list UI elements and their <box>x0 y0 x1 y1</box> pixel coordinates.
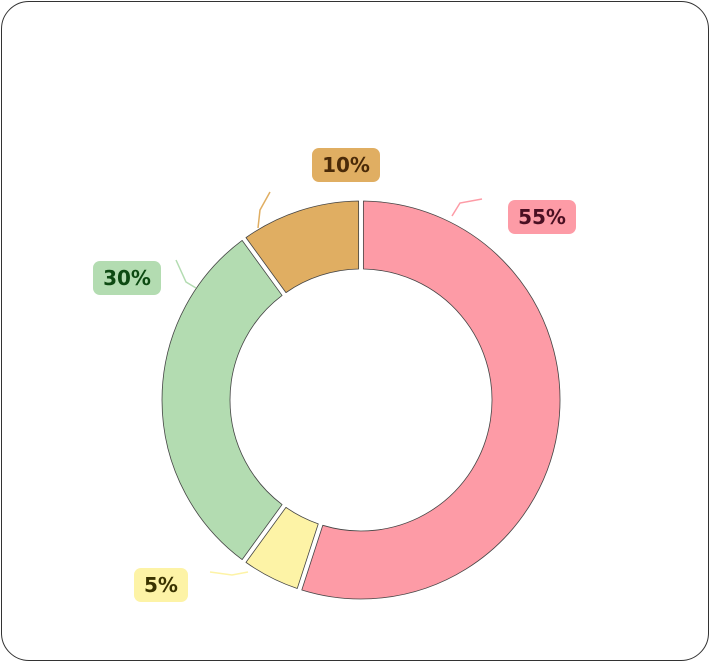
donut-segment <box>161 240 283 560</box>
data-label: 10% <box>322 153 370 177</box>
donut-segment <box>245 200 360 294</box>
label-box <box>508 200 576 234</box>
data-label: 30% <box>103 266 151 290</box>
leader-line <box>175 259 197 289</box>
data-label: 5% <box>144 573 178 597</box>
label-box <box>312 148 380 182</box>
donut-segment <box>245 506 319 589</box>
data-label: 55% <box>518 205 566 229</box>
leader-line <box>209 571 249 576</box>
label-box <box>134 568 188 602</box>
leader-line <box>451 198 483 217</box>
donut-segment <box>301 200 561 600</box>
leader-line <box>257 191 271 229</box>
label-box <box>93 261 161 295</box>
